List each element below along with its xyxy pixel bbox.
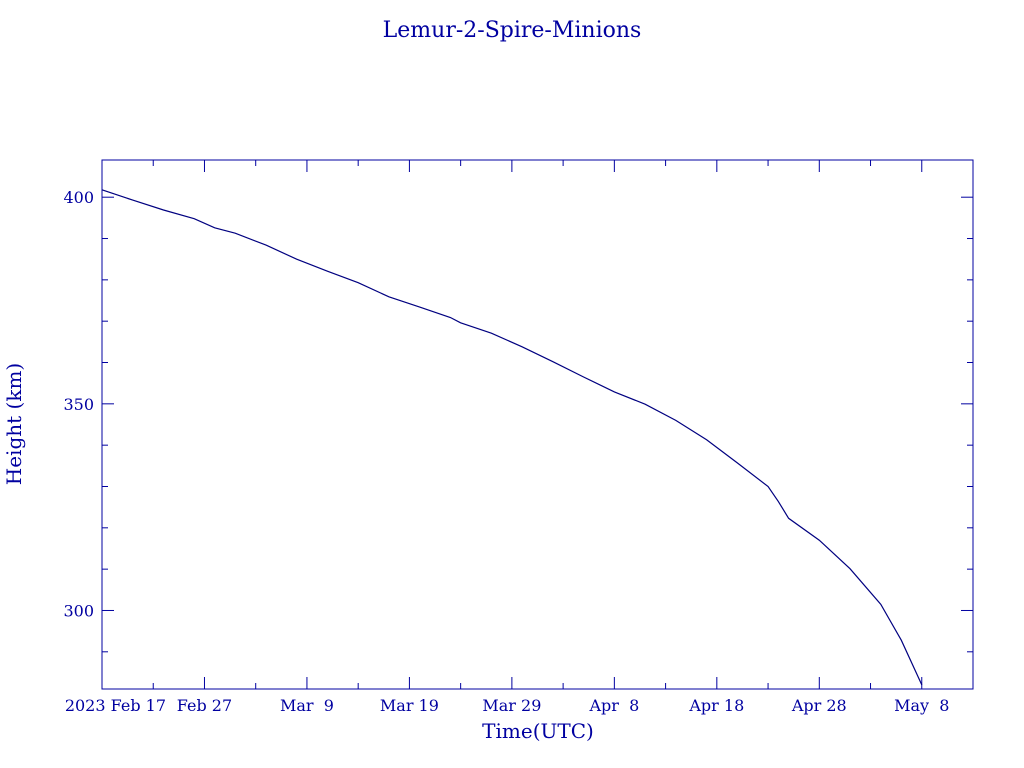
y-tick-label: 350 [63, 395, 94, 414]
y-axis-label: Height (km) [2, 363, 26, 485]
x-axis-label: Time(UTC) [482, 719, 594, 743]
y-tick-label: 400 [63, 188, 94, 207]
tick-labels: 300 350 400 2023 Feb 17 Feb 27 Mar 9 Mar 19 Mar… [63, 188, 949, 715]
plot-frame [101, 159, 974, 690]
x-tick-label: Apr 28 [791, 696, 847, 715]
x-tick-label: Apr 18 [688, 696, 744, 715]
x-tick-label: 2023 Feb 17 [65, 696, 166, 715]
x-tick-label: Feb 27 [177, 696, 232, 715]
x-tick-label: Mar 9 [280, 696, 334, 715]
axis-ticks [101, 160, 973, 689]
y-tick-label: 300 [63, 601, 94, 620]
x-tick-label: Mar 29 [482, 696, 541, 715]
height-series-line [101, 189, 923, 686]
x-tick-label: May 8 [894, 696, 949, 715]
x-tick-label: Apr 8 [588, 696, 639, 715]
chart-title: Lemur-2-Spire-Minions [383, 18, 642, 43]
x-tick-label: Mar 19 [380, 696, 439, 715]
